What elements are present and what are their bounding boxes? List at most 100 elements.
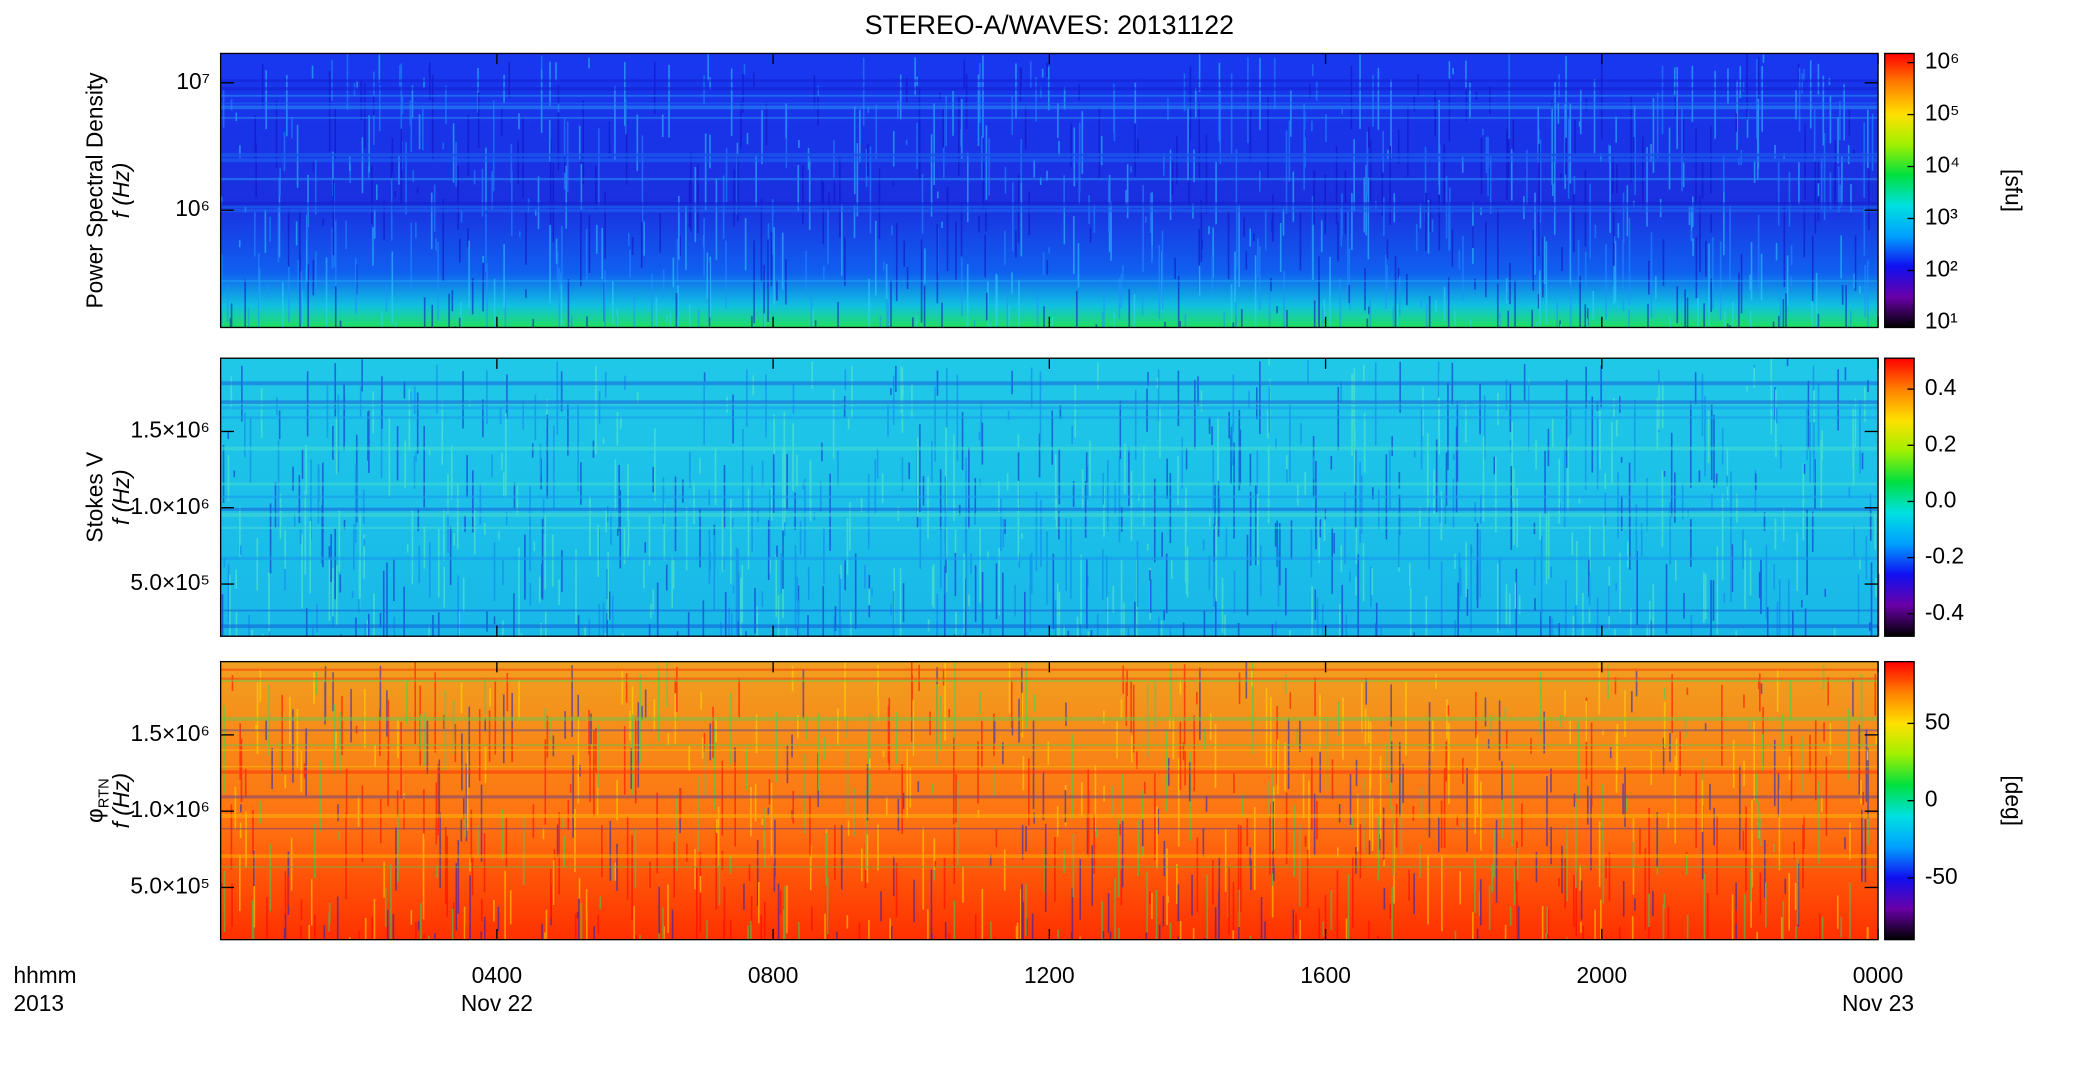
texture-streak <box>1488 885 1491 931</box>
texture-streak <box>1598 821 1601 888</box>
texture-streak <box>1780 444 1782 469</box>
texture-streak <box>1861 452 1864 470</box>
texture-streak <box>1863 206 1866 256</box>
texture-streak <box>1774 518 1777 550</box>
texture-streak <box>1701 161 1704 199</box>
texture-streak <box>1399 361 1401 413</box>
texture-streak <box>888 697 891 771</box>
texture-streak <box>1538 188 1540 257</box>
texture-streak <box>1271 624 1274 637</box>
texture-streak <box>1607 666 1609 699</box>
texture-streak <box>332 179 335 256</box>
texture-band <box>220 102 1879 105</box>
texture-streak <box>1837 369 1839 431</box>
texture-streak <box>1739 765 1741 850</box>
texture-streak <box>765 374 767 438</box>
texture-streak <box>1783 153 1785 159</box>
texture-streak <box>508 61 511 98</box>
texture-streak <box>1431 219 1434 233</box>
texture-streak <box>300 925 302 940</box>
texture-streak <box>431 304 434 328</box>
texture-streak <box>437 612 440 637</box>
texture-streak <box>395 827 397 891</box>
texture-streak <box>518 113 520 130</box>
texture-streak <box>260 388 263 439</box>
texture-streak <box>1841 156 1843 206</box>
texture-streak <box>1183 664 1186 746</box>
texture-streak <box>1573 874 1575 927</box>
texture-streak <box>1238 927 1240 940</box>
texture-streak <box>1609 747 1612 758</box>
texture-streak <box>1231 424 1234 463</box>
texture-streak <box>1146 544 1149 551</box>
texture-streak <box>450 445 453 500</box>
texture-streak <box>549 224 551 304</box>
texture-streak <box>885 264 888 300</box>
texture-streak <box>1451 362 1454 405</box>
texture-streak <box>501 809 504 860</box>
texture-streak <box>881 473 884 504</box>
texture-streak <box>944 511 947 595</box>
texture-streak <box>1674 756 1677 844</box>
texture-streak <box>1496 283 1499 328</box>
texture-streak <box>608 591 611 620</box>
texture-streak <box>267 283 270 299</box>
texture-streak <box>1361 683 1363 733</box>
texture-streak <box>1160 620 1163 637</box>
texture-streak <box>328 903 331 924</box>
texture-streak <box>221 254 223 293</box>
texture-streak <box>854 553 857 629</box>
texture-streak <box>435 782 438 845</box>
texture-streak <box>1598 662 1601 715</box>
texture-streak <box>651 273 653 328</box>
texture-streak <box>384 888 387 928</box>
texture-streak <box>1516 901 1519 940</box>
texture-streak <box>1786 358 1789 367</box>
texture-streak <box>1406 274 1408 306</box>
texture-streak <box>1458 250 1461 270</box>
texture-streak <box>1193 149 1195 183</box>
texture-streak <box>905 139 908 146</box>
texture-streak <box>931 440 933 483</box>
texture-streak <box>1157 369 1160 422</box>
texture-streak <box>704 744 707 800</box>
texture-streak <box>922 827 925 910</box>
texture-streak <box>1776 669 1779 713</box>
texture-streak <box>261 63 264 110</box>
texture-streak <box>942 669 945 686</box>
texture-streak <box>1136 751 1138 769</box>
texture-streak <box>1394 255 1397 328</box>
texture-streak <box>627 233 630 247</box>
texture-streak <box>1368 840 1371 855</box>
texture-streak <box>599 896 602 910</box>
texture-streak <box>1107 460 1109 531</box>
texture-streak <box>721 760 724 836</box>
texture-streak <box>1848 487 1851 498</box>
texture-streak <box>334 286 337 328</box>
texture-streak <box>556 824 559 858</box>
texture-streak <box>375 184 378 200</box>
texture-streak <box>1778 789 1781 871</box>
texture-band <box>220 402 1879 406</box>
texture-streak <box>1048 247 1050 254</box>
texture-streak <box>1058 448 1061 505</box>
texture-streak <box>1554 82 1556 164</box>
texture-streak <box>818 713 820 791</box>
texture-streak <box>1018 698 1020 743</box>
texture-streak <box>1259 545 1262 597</box>
texture-streak <box>1368 306 1370 315</box>
texture-streak <box>1254 485 1257 566</box>
texture-streak <box>607 552 609 620</box>
texture-streak <box>634 716 637 804</box>
texture-streak <box>1511 421 1513 502</box>
texture-streak <box>1475 691 1477 738</box>
texture-streak <box>505 818 508 868</box>
texture-streak <box>1348 248 1351 285</box>
texture-streak <box>672 257 675 288</box>
texture-streak <box>625 98 627 135</box>
texture-streak <box>1081 469 1084 511</box>
x-tick-label: 1600 <box>1300 962 1351 988</box>
texture-streak <box>728 607 730 637</box>
texture-band <box>220 526 1879 529</box>
texture-streak <box>968 447 970 529</box>
